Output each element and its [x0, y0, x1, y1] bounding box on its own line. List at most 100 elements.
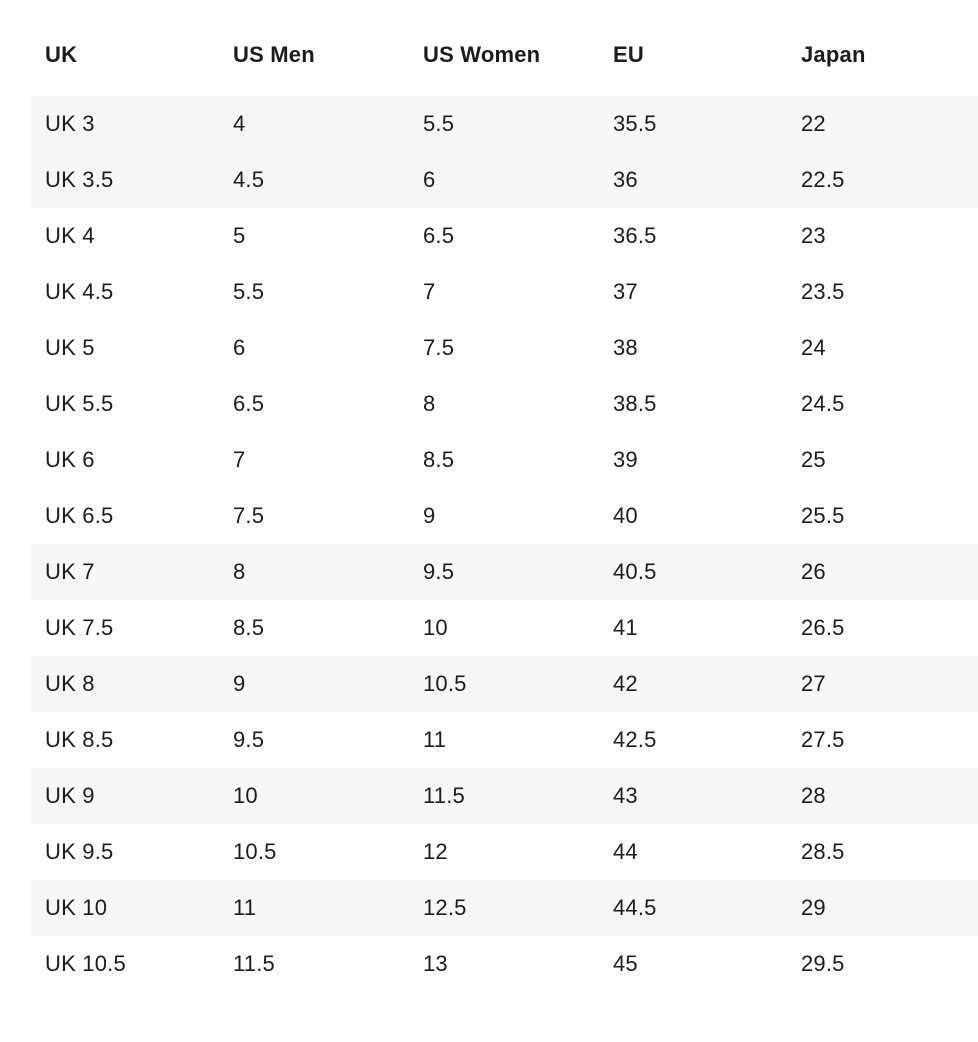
column-header-us-men: US Men — [233, 42, 315, 67]
table-row: UK 5.5 6.5 8 38.5 24.5 — [30, 376, 978, 432]
cell-us-women-size: 8 — [423, 391, 436, 416]
cell-us-women-size: 9.5 — [423, 559, 455, 584]
cell-us-women-size: 7 — [423, 279, 436, 304]
cell-us-men-size: 9.5 — [233, 727, 265, 752]
cell-japan-size: 28 — [801, 783, 826, 808]
cell-uk-size: UK 8.5 — [45, 727, 114, 752]
cell-us-women-size: 10 — [423, 615, 448, 640]
cell-eu-size: 41 — [613, 615, 638, 640]
table-row: UK 4 5 6.5 36.5 23 — [30, 208, 978, 264]
table-row: UK 7 8 9.5 40.5 26 — [30, 544, 978, 600]
table-row: UK 5 6 7.5 38 24 — [30, 320, 978, 376]
cell-japan-size: 26.5 — [801, 615, 845, 640]
column-header-uk: UK — [45, 42, 78, 67]
cell-eu-size: 44.5 — [613, 895, 657, 920]
column-header-eu: EU — [613, 42, 644, 67]
cell-us-women-size: 7.5 — [423, 335, 455, 360]
cell-japan-size: 25 — [801, 447, 826, 472]
cell-japan-size: 27.5 — [801, 727, 845, 752]
table-row: UK 10.5 11.5 13 45 29.5 — [30, 936, 978, 992]
cell-uk-size: UK 5 — [45, 335, 95, 360]
cell-us-men-size: 4.5 — [233, 167, 265, 192]
cell-uk-size: UK 10.5 — [45, 951, 126, 976]
cell-us-men-size: 7.5 — [233, 503, 265, 528]
table-row: UK 3.5 4.5 6 36 22.5 — [30, 152, 978, 208]
cell-us-men-size: 8.5 — [233, 615, 265, 640]
cell-japan-size: 26 — [801, 559, 826, 584]
table-row: UK 8.5 9.5 11 42.5 27.5 — [30, 712, 978, 768]
cell-us-women-size: 9 — [423, 503, 436, 528]
cell-us-women-size: 5.5 — [423, 111, 455, 136]
cell-japan-size: 25.5 — [801, 503, 845, 528]
cell-eu-size: 35.5 — [613, 111, 657, 136]
cell-us-men-size: 10.5 — [233, 839, 277, 864]
cell-us-women-size: 11 — [423, 727, 447, 752]
cell-us-women-size: 6 — [423, 167, 436, 192]
cell-uk-size: UK 4 — [45, 223, 95, 248]
cell-us-women-size: 12.5 — [423, 895, 467, 920]
cell-us-men-size: 8 — [233, 559, 246, 584]
cell-japan-size: 24.5 — [801, 391, 845, 416]
cell-eu-size: 36.5 — [613, 223, 657, 248]
table-row: UK 9 10 11.5 43 28 — [30, 768, 978, 824]
cell-uk-size: UK 9.5 — [45, 839, 114, 864]
cell-japan-size: 22 — [801, 111, 826, 136]
cell-us-women-size: 12 — [423, 839, 448, 864]
cell-uk-size: UK 6 — [45, 447, 95, 472]
cell-uk-size: UK 4.5 — [45, 279, 114, 304]
cell-eu-size: 42 — [613, 671, 638, 696]
table-row: UK 4.5 5.5 7 37 23.5 — [30, 264, 978, 320]
cell-us-men-size: 7 — [233, 447, 246, 472]
cell-us-women-size: 8.5 — [423, 447, 455, 472]
cell-uk-size: UK 7 — [45, 559, 95, 584]
cell-japan-size: 28.5 — [801, 839, 845, 864]
cell-uk-size: UK 10 — [45, 895, 108, 920]
cell-japan-size: 27 — [801, 671, 826, 696]
cell-eu-size: 39 — [613, 447, 638, 472]
cell-us-women-size: 6.5 — [423, 223, 455, 248]
cell-us-men-size: 10 — [233, 783, 258, 808]
cell-us-women-size: 11.5 — [423, 783, 465, 808]
cell-japan-size: 23 — [801, 223, 826, 248]
cell-us-men-size: 11 — [233, 895, 257, 920]
cell-uk-size: UK 6.5 — [45, 503, 114, 528]
cell-uk-size: UK 3 — [45, 111, 95, 136]
column-header-japan: Japan — [801, 42, 866, 67]
table-header-row: UK US Men US Women EU Japan — [0, 0, 978, 96]
cell-eu-size: 38 — [613, 335, 638, 360]
table-row: UK 6.5 7.5 9 40 25.5 — [30, 488, 978, 544]
cell-us-men-size: 4 — [233, 111, 246, 136]
table-row: UK 8 9 10.5 42 27 — [30, 656, 978, 712]
size-conversion-table: UK US Men US Women EU Japan UK 3 4 5.5 3… — [0, 0, 978, 992]
cell-eu-size: 40 — [613, 503, 638, 528]
cell-eu-size: 45 — [613, 951, 638, 976]
cell-uk-size: UK 8 — [45, 671, 95, 696]
cell-us-men-size: 5 — [233, 223, 246, 248]
table-row: UK 3 4 5.5 35.5 22 — [30, 96, 978, 152]
cell-us-men-size: 6.5 — [233, 391, 265, 416]
table-row: UK 6 7 8.5 39 25 — [30, 432, 978, 488]
cell-us-men-size: 11.5 — [233, 951, 275, 976]
cell-us-men-size: 5.5 — [233, 279, 265, 304]
cell-us-men-size: 6 — [233, 335, 246, 360]
cell-us-women-size: 13 — [423, 951, 448, 976]
cell-eu-size: 40.5 — [613, 559, 657, 584]
cell-uk-size: UK 9 — [45, 783, 95, 808]
cell-japan-size: 29 — [801, 895, 826, 920]
cell-japan-size: 23.5 — [801, 279, 845, 304]
cell-us-women-size: 10.5 — [423, 671, 467, 696]
cell-japan-size: 22.5 — [801, 167, 845, 192]
cell-uk-size: UK 5.5 — [45, 391, 114, 416]
cell-uk-size: UK 7.5 — [45, 615, 114, 640]
cell-eu-size: 37 — [613, 279, 638, 304]
cell-eu-size: 42.5 — [613, 727, 657, 752]
cell-japan-size: 24 — [801, 335, 826, 360]
cell-eu-size: 44 — [613, 839, 638, 864]
cell-eu-size: 36 — [613, 167, 638, 192]
cell-eu-size: 38.5 — [613, 391, 657, 416]
cell-uk-size: UK 3.5 — [45, 167, 114, 192]
table-row: UK 7.5 8.5 10 41 26.5 — [30, 600, 978, 656]
cell-eu-size: 43 — [613, 783, 638, 808]
table-row: UK 10 11 12.5 44.5 29 — [30, 880, 978, 936]
